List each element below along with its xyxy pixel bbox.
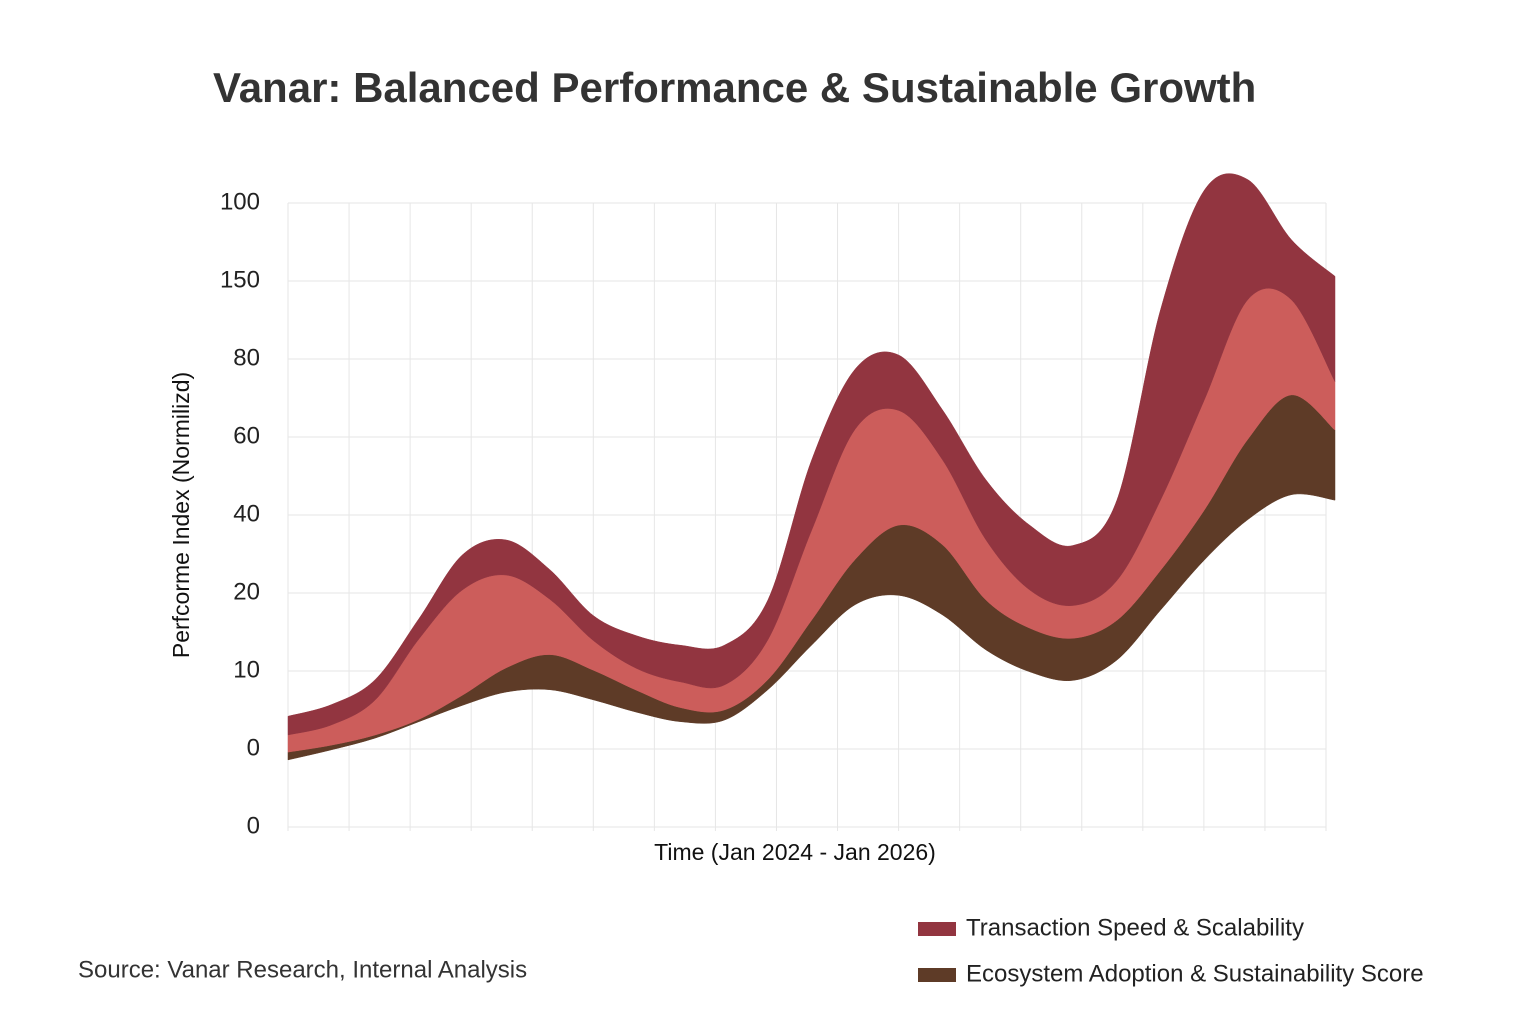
y-tick-label: 10 [233, 656, 260, 683]
legend-label: Transaction Speed & Scalability [966, 914, 1304, 941]
chart-title: Vanar: Balanced Performance & Sustainabl… [213, 64, 1256, 111]
y-tick-label: 0 [247, 812, 260, 839]
legend-swatch [918, 968, 956, 982]
y-tick-label: 80 [233, 344, 260, 371]
y-tick-label: 40 [233, 500, 260, 527]
y-axis-label: Perfcorme Index (Normilizd) [168, 372, 194, 658]
x-axis-label: Time (Jan 2024 - Jan 2026) [654, 839, 936, 865]
y-tick-label: 0 [247, 734, 260, 761]
legend-label: Ecosystem Adoption & Sustainability Scor… [966, 960, 1424, 987]
legend-swatch [918, 922, 956, 936]
source-note: Source: Vanar Research, Internal Analysi… [78, 956, 527, 983]
y-tick-label: 20 [233, 578, 260, 605]
y-tick-label: 150 [220, 266, 260, 293]
y-tick-label: 60 [233, 422, 260, 449]
area [287, 173, 1336, 736]
y-tick-label: 100 [220, 188, 260, 215]
